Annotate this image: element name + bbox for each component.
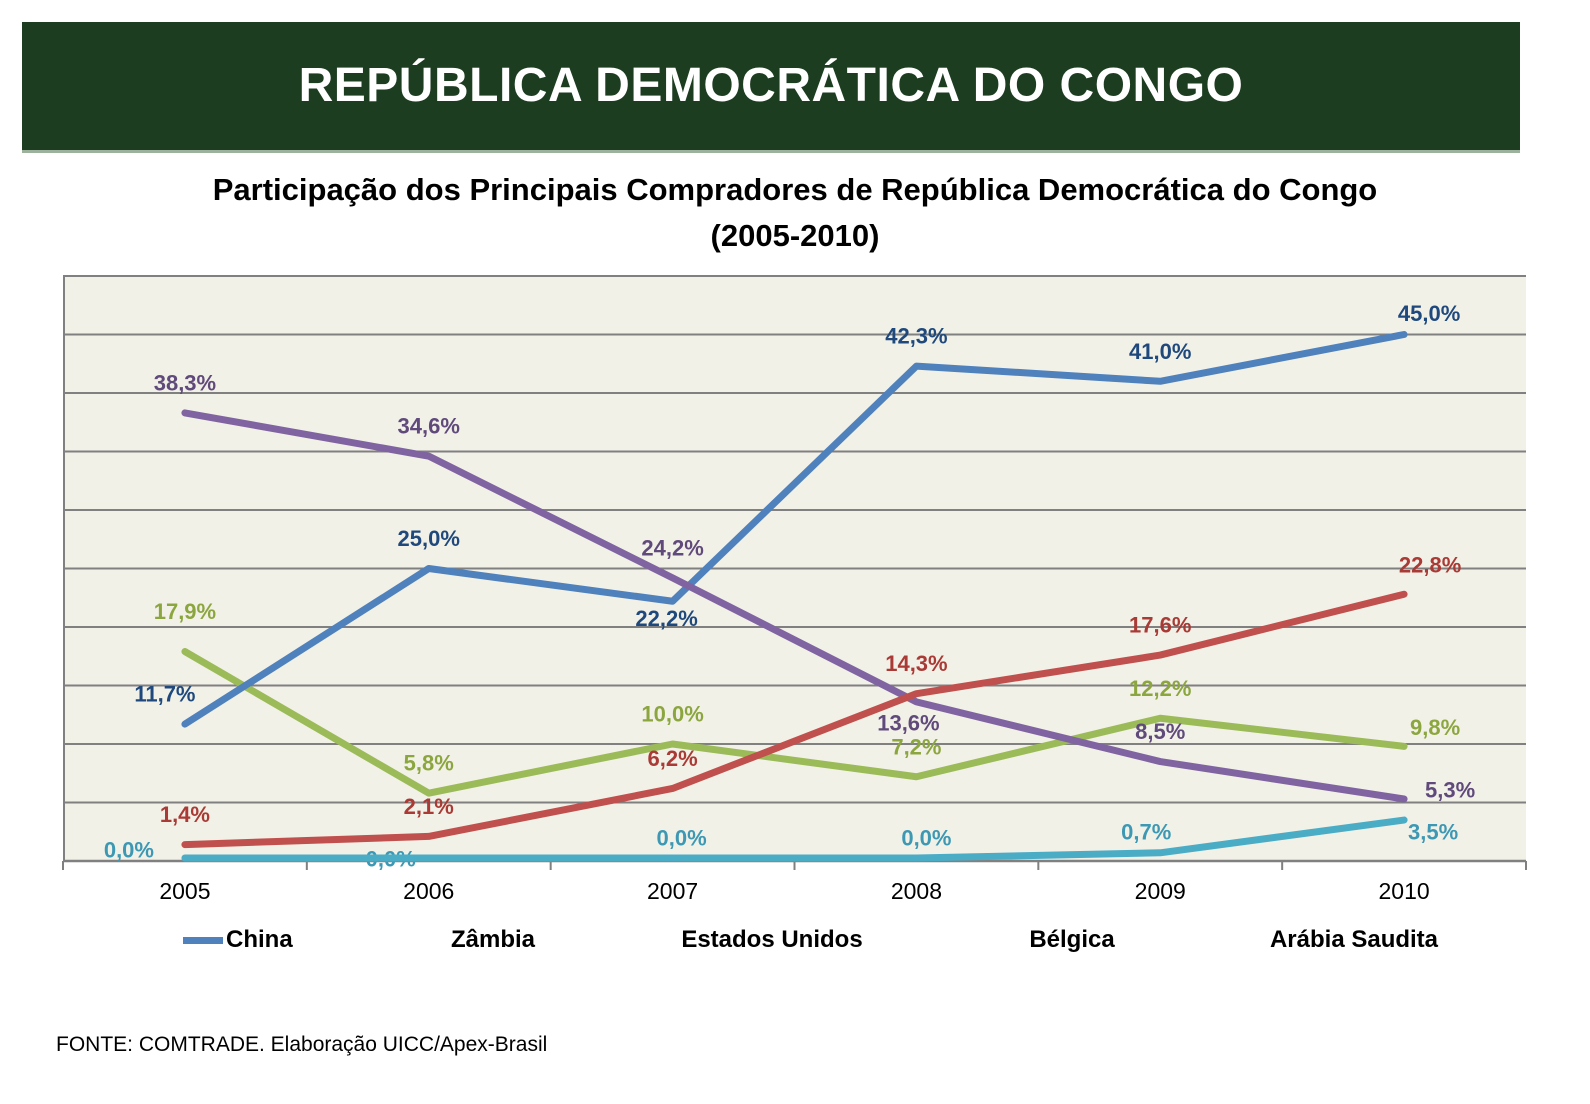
data-label-china-2006: 25,0% [398,526,460,551]
data-label-belgica-2008: 14,3% [885,651,947,676]
legend-item-belgica: Bélgica [1029,926,1114,954]
legend-label-zambia: Zâmbia [450,926,536,953]
x-axis-label-2007: 2007 [647,878,698,904]
x-axis-label-2005: 2005 [159,878,210,904]
legend-label-belgica: Bélgica [1029,926,1115,953]
data-label-belgica-2007: 6,2% [648,746,698,771]
data-label-china-2010: 45,0% [1398,301,1460,326]
data-label-belgica-2006: 2,1% [404,794,454,819]
data-label-estados-unidos-2010: 9,8% [1410,715,1460,740]
series-line-zambia [181,409,1408,803]
x-axis-label-2009: 2009 [1135,878,1186,904]
x-axis-label-2006: 2006 [403,878,454,904]
data-label-estados-unidos-2008: 7,2% [891,734,941,759]
chart-title: Participação dos Principais Compradores … [0,170,1590,256]
legend-swatch-china [183,936,223,944]
data-label-belgica-2005: 1,4% [160,802,210,827]
series-line-arabia-saudita [181,816,1408,862]
series-line-belgica [181,590,1408,849]
data-label-zambia-2009: 8,5% [1135,719,1185,744]
series-line-china [181,331,1408,728]
data-label-estados-unidos-2007: 10,0% [641,702,703,727]
data-label-estados-unidos-2005: 17,9% [154,599,216,624]
legend-item-china: China [183,926,293,954]
data-label-zambia-2005: 38,3% [154,370,216,395]
legend-item-zambia: Zâmbia [451,926,535,954]
legend-label-china: China [226,926,293,953]
data-label-arabia-saudita-2005: 0,0% [104,838,154,863]
data-label-estados-unidos-2009: 12,2% [1129,676,1191,701]
x-axis-label-2010: 2010 [1378,878,1429,904]
data-label-china-2009: 41,0% [1129,339,1191,364]
page-title: REPÚBLICA DEMOCRÁTICA DO CONGO [298,59,1244,112]
data-label-zambia-2008: 13,6% [877,710,939,735]
data-label-belgica-2009: 17,6% [1129,613,1191,638]
legend-label-estados-unidos: Estados Unidos [681,926,863,953]
data-label-arabia-saudita-2008: 0,0% [901,826,951,851]
data-label-arabia-saudita-2009: 0,7% [1121,819,1171,844]
data-label-arabia-saudita-2010: 3,5% [1408,820,1458,845]
legend-label-arabia-saudita: Arábia Saudita [1269,926,1439,953]
chart-title-line2: (2005-2010) [710,218,880,253]
x-axis-label-2008: 2008 [891,878,942,904]
source-note: FONTE: COMTRADE. Elaboração UICC/Apex-Br… [56,1033,548,1056]
legend-item-arabia-saudita: Arábia Saudita [1270,926,1438,954]
data-label-china-2005: 11,7% [134,682,195,707]
series-line-estados-unidos [181,648,1408,797]
header-banner: REPÚBLICA DEMOCRÁTICA DO CONGO [22,22,1520,153]
legend-item-estados-unidos: Estados Unidos [681,926,862,954]
data-label-zambia-2010: 5,3% [1425,777,1475,802]
data-label-estados-unidos-2006: 5,8% [404,751,454,776]
data-label-zambia-2007: 24,2% [641,535,703,560]
data-label-zambia-2006: 34,6% [398,414,460,439]
data-label-china-2007: 22,2% [635,606,697,631]
data-label-belgica-2010: 22,8% [1399,553,1461,578]
data-label-china-2008: 42,3% [885,324,947,349]
chart-title-line1: Participação dos Principais Compradores … [212,172,1378,207]
data-label-arabia-saudita-2007: 0,0% [657,826,707,851]
